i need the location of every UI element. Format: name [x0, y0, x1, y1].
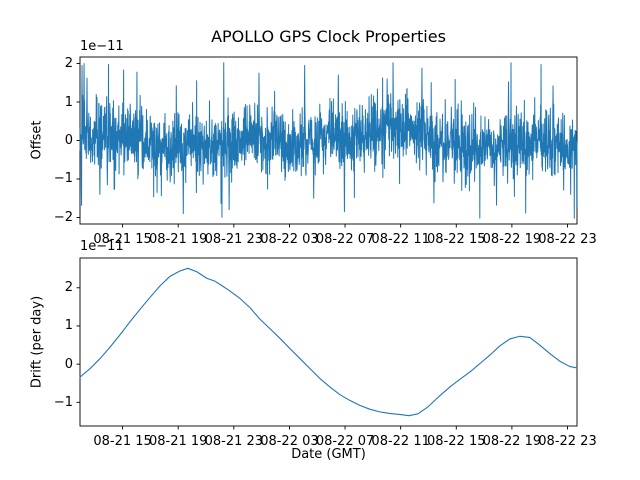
x-tick-label: 08-22 11: [371, 232, 430, 247]
x-tick-label: 08-21 15: [93, 232, 152, 247]
x-tick-label: 08-22 19: [482, 434, 542, 449]
y-tick-label: 2: [64, 56, 73, 72]
offset-axis-scale-label: 1e−11: [80, 39, 124, 54]
x-tick-label: 08-21 19: [148, 232, 208, 247]
x-tick-label: 08-22 23: [538, 232, 597, 247]
offset-series-line: [79, 62, 578, 219]
x-tick-label: 08-21 23: [204, 434, 264, 449]
y-tick-label: −1: [53, 394, 73, 410]
y-tick-label: −1: [53, 171, 73, 187]
x-tick-label: 08-22 23: [538, 434, 597, 449]
x-axis-label: Date (GMT): [291, 447, 366, 462]
x-tick-label: 08-21 15: [93, 434, 152, 449]
x-tick-label: 08-22 11: [371, 434, 430, 449]
y-tick-label: 0: [64, 133, 73, 148]
chart-title: APOLLO GPS Clock Properties: [211, 27, 446, 46]
x-tick-label: 08-22 19: [482, 232, 542, 247]
drift-axis-scale-label: 1e−11: [80, 239, 124, 254]
x-tick-label: 08-22 15: [427, 232, 486, 247]
x-tick-label: 08-21 23: [204, 232, 264, 247]
x-tick-label: 08-22 07: [315, 232, 375, 247]
x-tick-label: 08-22 15: [427, 434, 486, 449]
drift-series-line: [79, 267, 578, 417]
axes-frame-1: [79, 257, 578, 427]
x-tick-label: 08-21 19: [148, 434, 208, 449]
x-tick-label: 08-22 07: [315, 434, 375, 449]
y-tick-label: 1: [64, 94, 73, 110]
x-tick-label: 08-22 03: [260, 434, 319, 449]
y-tick-label: 0: [64, 356, 73, 372]
y-tick-label: 1: [64, 318, 73, 334]
x-tick-label: 08-22 03: [260, 232, 319, 247]
y-tick-label: 2: [64, 280, 73, 296]
y-tick-label: −2: [53, 209, 73, 225]
